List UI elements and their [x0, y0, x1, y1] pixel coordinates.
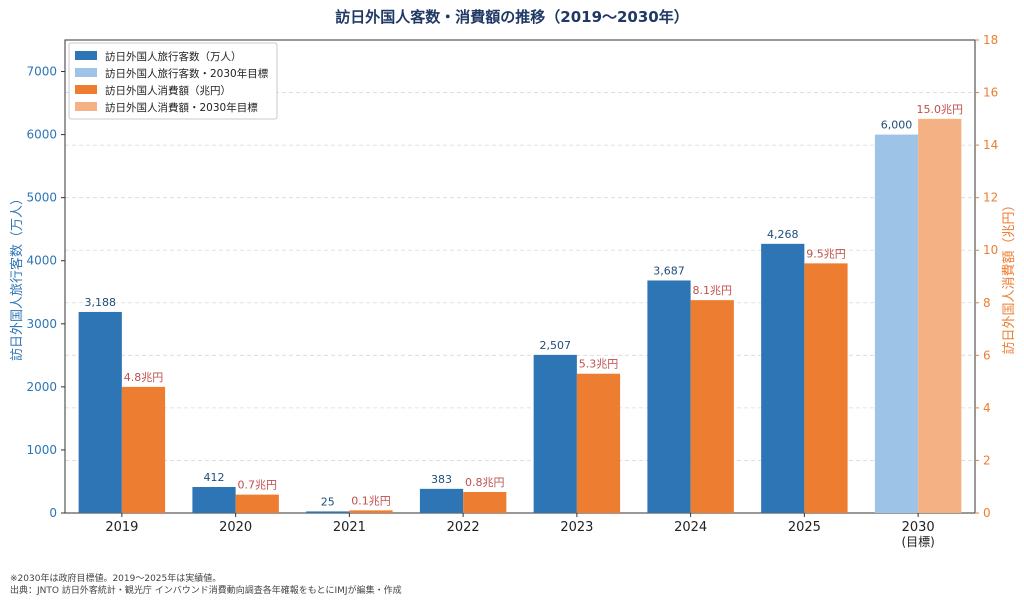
bar-label-visitors: 25	[321, 495, 335, 508]
y-left-tick-label: 3000	[26, 317, 57, 331]
y-right-tick-label: 4	[983, 401, 991, 415]
bar-label-spending: 15.0兆円	[916, 103, 963, 116]
x-tick-sublabel: (目標)	[901, 535, 934, 549]
footnote-source: 出典：JNTO 訪日外客統計・観光庁 インバウンド消費動向調査各年確報をもとにI…	[10, 586, 402, 596]
bar-visitors	[647, 280, 691, 513]
y-left-tick-label: 7000	[26, 65, 57, 79]
bar-label-spending: 8.1兆円	[692, 284, 732, 297]
y-left-tick-label: 4000	[26, 254, 57, 268]
y-right-tick-label: 8	[983, 296, 991, 310]
legend-entry: 訪日外国人消費額（兆円）	[105, 84, 231, 97]
legend-swatch	[75, 85, 97, 94]
y-left-tick-label: 5000	[26, 191, 57, 205]
legend-swatch	[75, 68, 97, 77]
bar-label-spending: 0.8兆円	[465, 476, 505, 489]
bar-label-spending: 9.5兆円	[806, 247, 846, 260]
bar-visitors	[874, 134, 919, 513]
y-right-tick-label: 6	[983, 348, 991, 362]
bar-visitors	[419, 488, 464, 513]
bar-spending	[804, 263, 848, 513]
legend-swatch	[75, 51, 97, 60]
bar-label-spending: 0.1兆円	[351, 494, 391, 507]
y-left-tick-label: 2000	[26, 380, 57, 394]
y-left-tick-label: 6000	[26, 128, 57, 142]
bar-spending	[349, 510, 393, 513]
bar-label-visitors: 412	[204, 471, 225, 484]
y-right-tick-label: 16	[983, 86, 998, 100]
bar-visitors	[192, 487, 236, 513]
legend-box	[68, 42, 278, 120]
y-right-tick-label: 18	[983, 33, 998, 47]
x-tick-label: 2023	[560, 520, 593, 535]
bar-spending	[463, 491, 507, 513]
bar-label-visitors: 3,188	[85, 296, 117, 309]
x-tick-label: 2022	[447, 520, 480, 535]
plot-frame	[64, 39, 976, 514]
bar-label-spending: 0.7兆円	[237, 479, 277, 492]
bar-visitors	[78, 311, 122, 513]
x-tick-label: 2030	[902, 520, 935, 535]
bar-spending	[576, 373, 621, 513]
bar-visitors	[533, 354, 577, 513]
y-right-axis-label: 訪日外国人消費額（兆円）	[1001, 198, 1017, 354]
bar-label-visitors: 4,268	[767, 228, 799, 241]
y-right-tick-label: 14	[983, 138, 998, 152]
bar-spending	[235, 494, 279, 513]
legend-swatch	[75, 102, 97, 111]
y-right-tick-label: 10	[983, 243, 998, 257]
y-left-tick-label: 0	[49, 506, 57, 520]
bar-visitors	[306, 511, 350, 513]
legend-entry: 訪日外国人旅行客数（万人）	[105, 50, 242, 63]
bar-label-spending: 4.8兆円	[124, 371, 164, 384]
bar-spending	[121, 386, 166, 513]
bar-label-visitors: 2,507	[540, 339, 572, 352]
y-left-tick-label: 1000	[26, 443, 57, 457]
x-tick-label: 2021	[333, 520, 366, 535]
x-tick-label: 2025	[788, 520, 821, 535]
bar-label-spending: 5.3兆円	[579, 358, 619, 371]
bar-visitors	[761, 243, 805, 513]
bar-spending	[918, 118, 962, 513]
x-tick-label: 2024	[674, 520, 707, 535]
legend-entry: 訪日外国人旅行客数・2030年目標	[105, 67, 269, 80]
bar-label-visitors: 3,687	[653, 264, 685, 277]
bar-label-visitors: 383	[431, 473, 452, 486]
x-tick-label: 2019	[105, 520, 138, 535]
footnote-note: ※2030年は政府目標値。2019〜2025年は実績値。	[10, 574, 222, 584]
y-right-tick-label: 2	[983, 453, 991, 467]
x-tick-label: 2020	[219, 520, 252, 535]
y-right-tick-label: 12	[983, 191, 998, 205]
chart-title: 訪日外国人客数・消費額の推移（2019〜2030年）	[335, 8, 689, 26]
y-right-tick-label: 0	[983, 506, 991, 520]
y-left-axis-label: 訪日外国人旅行客数（万人）	[9, 192, 25, 361]
legend-entry: 訪日外国人消費額・2030年目標	[105, 101, 258, 114]
bar-spending	[690, 300, 734, 513]
bar-label-visitors: 6,000	[881, 119, 913, 132]
